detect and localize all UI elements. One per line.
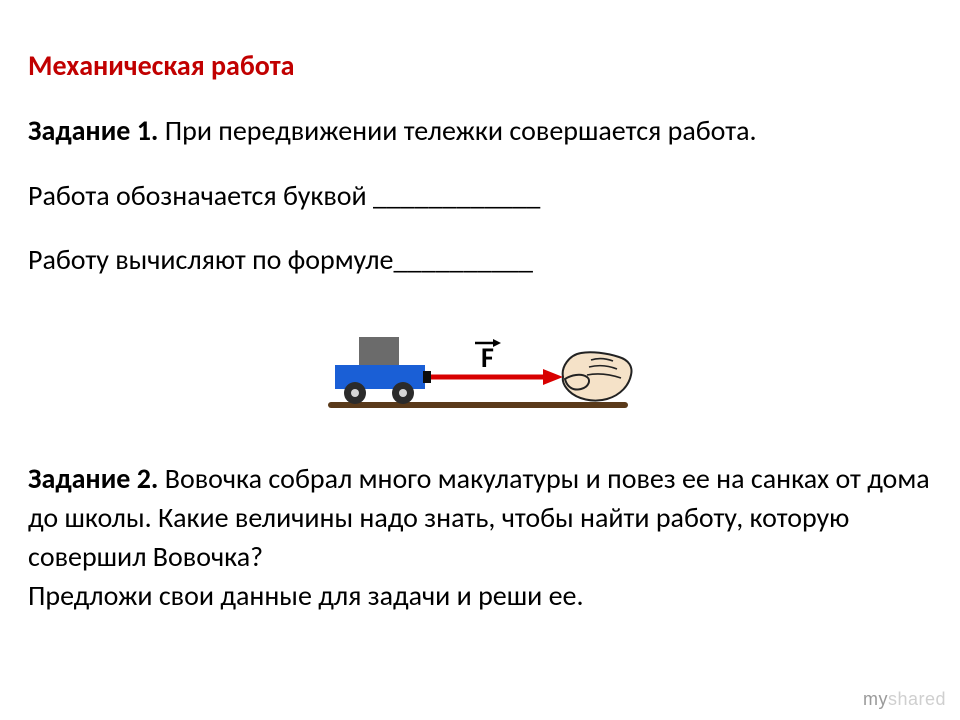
diagram-container: F (28, 305, 932, 425)
task2-body: Вовочка собрал много макулатуры и повез … (28, 461, 930, 574)
watermark: myshared (863, 689, 946, 710)
task1-line2-blank: ____________ (373, 178, 540, 213)
task2-block: Задание 2. Вовочка собрал много макулату… (28, 459, 932, 616)
hand-icon (563, 352, 632, 400)
task2-line1: Задание 2. Вовочка собрал много макулату… (28, 459, 932, 577)
wheel-right-hub (399, 389, 407, 397)
task2-line2: Предложи свои данные для задачи и реши е… (28, 576, 932, 615)
cart-load (359, 337, 399, 365)
task1-line2: Работа обозначается буквой ____________ (28, 176, 932, 217)
wheel-left-hub (351, 389, 359, 397)
force-vector-overline-head (493, 339, 501, 347)
force-arrow-head (543, 369, 563, 385)
task1-line3-blank: __________ (393, 242, 532, 277)
cart-force-diagram: F (325, 305, 635, 425)
task1-sentence: При передвижении тележки совершается раб… (158, 113, 756, 148)
watermark-dark: my (863, 689, 888, 709)
task2-label: Задание 2. (28, 461, 158, 496)
task1-line3-prefix: Работу вычисляют по формуле (28, 242, 393, 277)
page-title: Механическая работа (28, 48, 932, 83)
watermark-rest: shared (888, 689, 946, 709)
cart-hitch (423, 371, 431, 383)
task1-line1: Задание 1. При передвижении тележки сове… (28, 111, 932, 152)
task1-line2-prefix: Работа обозначается буквой (28, 178, 373, 213)
force-label: F (481, 340, 494, 375)
task1-label: Задание 1. (28, 113, 158, 148)
task1-line3: Работу вычисляют по формуле__________ (28, 240, 932, 281)
